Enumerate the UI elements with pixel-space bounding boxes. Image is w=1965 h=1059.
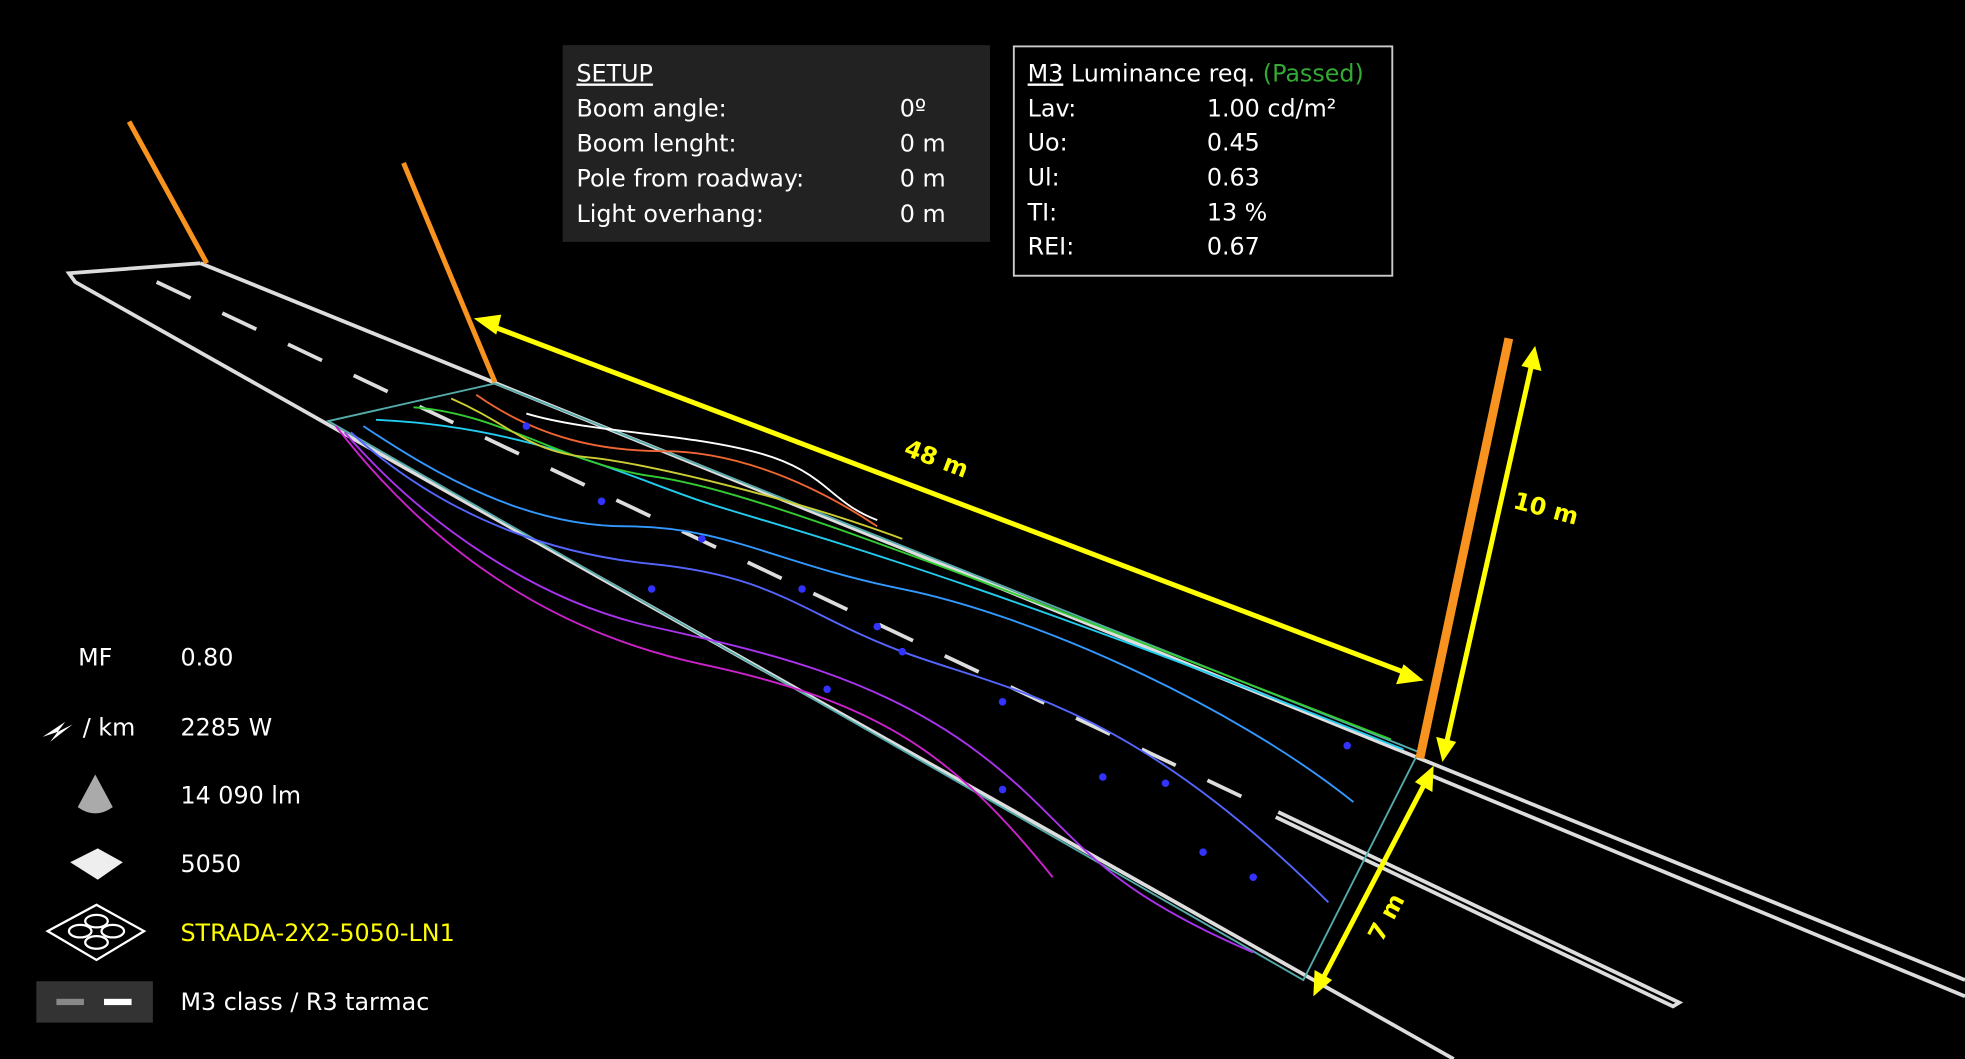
road-icon-dash: [56, 998, 84, 1006]
luminance-rows: Lav: 1.00 cd/m² Uo: 0.45 Ul: 0.63 TI: 13…: [1027, 95, 1337, 261]
class: M3: [1028, 59, 1064, 87]
poles: [126, 120, 1514, 760]
setup-title: SETUP: [576, 59, 652, 87]
setup-label: Pole from roadway:: [576, 165, 804, 193]
lum-value: 0.63: [1207, 163, 1260, 191]
luminaire-icon: [45, 903, 147, 962]
setup-value: 0 m: [900, 130, 946, 158]
legend-label: MF: [78, 643, 112, 671]
title: Luminance req.: [1071, 59, 1255, 87]
led-icon: [70, 848, 123, 880]
setup-value: 0 m: [900, 200, 946, 228]
lum-label: Uo:: [1028, 128, 1068, 156]
lum-value: 0.45: [1207, 128, 1260, 156]
luminance-panel: [1012, 45, 1394, 277]
lum-label: TI:: [1027, 199, 1058, 227]
lum-label: Lav:: [1028, 95, 1077, 123]
legend-value: 2285 W: [180, 714, 272, 742]
legend: MF 0.80 / km 2285 W 14 090 lm 5050 STRAD…: [36, 643, 455, 1023]
lumen-icon: [77, 774, 113, 814]
legend-value: M3 class / R3 tarmac: [180, 988, 429, 1016]
road-icon: [36, 981, 153, 1023]
road-icon-dash: [104, 998, 132, 1006]
setup-value: 0 m: [900, 165, 946, 193]
setup-rows: Boom angle: 0º Boom lenght: 0 m Pole fro…: [576, 95, 945, 228]
legend-value: 5050: [180, 850, 241, 878]
legend-value: 14 090 lm: [180, 781, 301, 809]
legend-label: / km: [83, 714, 136, 742]
power-icon: [42, 721, 73, 742]
status: (Passed): [1263, 59, 1364, 87]
legend-value: 0.80: [180, 643, 233, 671]
grid-points: [522, 422, 1351, 882]
setup-label: Boom lenght:: [576, 130, 736, 158]
legend-value: STRADA-2X2-5050-LN1: [180, 919, 454, 947]
setup-label: Boom angle:: [576, 95, 726, 123]
lum-value: 13 %: [1207, 199, 1267, 227]
lum-label: REI:: [1028, 232, 1075, 260]
lum-value: 0.67: [1207, 232, 1260, 260]
setup-value: 0º: [900, 95, 926, 123]
setup-label: Light overhang:: [576, 200, 763, 228]
contours: [335, 394, 1404, 954]
lum-value: 1.00 cd/m²: [1207, 95, 1336, 123]
setup-panel: [562, 45, 991, 242]
lum-label: Ul:: [1028, 163, 1060, 191]
dimension-arrows: [473, 314, 1542, 997]
luminance-title: M3 Luminance req. (Passed): [1028, 59, 1364, 87]
